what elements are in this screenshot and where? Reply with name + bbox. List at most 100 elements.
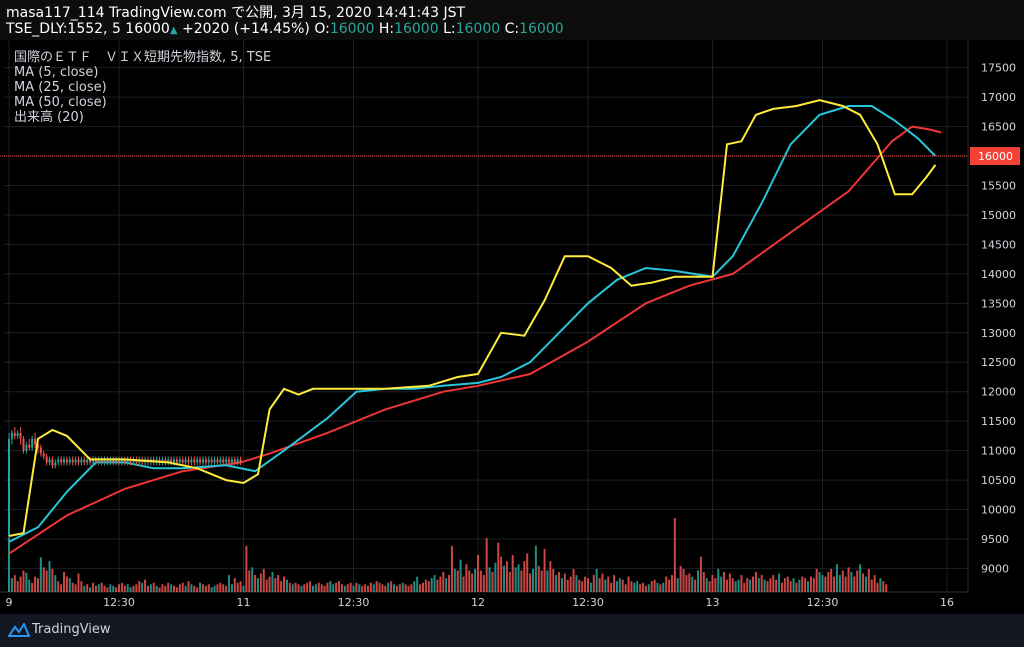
c-label: C: [504, 21, 520, 37]
volume-bar [413, 581, 416, 592]
volume-bar [294, 582, 297, 592]
volume-bar [259, 573, 262, 592]
volume-bar [459, 559, 462, 592]
volume-bar [549, 561, 552, 592]
candle-body [126, 459, 129, 463]
volume-bar [691, 576, 694, 592]
volume-bar [644, 585, 647, 592]
y-tick-label: 14500 [981, 238, 1016, 251]
candle-body [22, 438, 25, 451]
x-tick-label: 12:30 [572, 596, 604, 609]
volume-bar [610, 582, 613, 592]
l-label: L: [443, 21, 456, 37]
candle-body [167, 459, 170, 463]
volume-bar [25, 572, 28, 592]
volume-bar [572, 568, 575, 592]
volume-bar [864, 576, 867, 592]
x-tick-label: 12:30 [807, 596, 839, 609]
chart-area[interactable]: 16000 9000 9500 10000 10500 11000 11500 12000 1… [0, 40, 1024, 614]
volume-bar [384, 585, 387, 592]
y-tick-label: 13500 [981, 297, 1016, 310]
candle-body [199, 459, 202, 463]
volume-bar [450, 545, 453, 592]
volume-bar [338, 581, 341, 592]
volume-bar [251, 567, 254, 592]
volume-bar [581, 581, 584, 592]
volume-bar [537, 565, 540, 592]
volume-bar [71, 582, 74, 592]
volume-bar [68, 578, 71, 592]
volume-bar [662, 582, 665, 592]
volume-bar [685, 575, 688, 592]
volume-bar [503, 565, 506, 592]
last-price-line: 16000 [0, 147, 1020, 166]
candle-body [34, 438, 37, 445]
volume-bar [809, 576, 812, 592]
volume-bar [804, 578, 807, 592]
volume-bar [343, 585, 346, 592]
volume-bar [780, 582, 783, 592]
volume-bar [531, 568, 534, 592]
volume-bar [757, 578, 760, 592]
ma50-path [8, 125, 942, 555]
volume-bar [442, 571, 445, 592]
volume-bar [552, 568, 555, 592]
volume-bar [106, 587, 109, 592]
volume-bar [624, 584, 627, 592]
h-value: 16000 [394, 21, 439, 37]
volume-bar [775, 579, 778, 592]
candle-body [236, 459, 239, 463]
volume-bar [783, 578, 786, 592]
footer: TradingView [0, 614, 1024, 647]
volume-bar [587, 578, 589, 592]
candle-body [100, 459, 103, 463]
candle-body [19, 432, 22, 439]
volume-bar [126, 584, 129, 592]
volume-bar [882, 581, 885, 592]
volume-bar [821, 575, 824, 592]
volume-bar [320, 584, 323, 592]
candle-body [210, 459, 213, 463]
volume-bar [398, 584, 401, 592]
volume-bar [679, 565, 682, 592]
volume-bar [595, 568, 598, 592]
candle-body [36, 444, 39, 448]
volume-bar [213, 585, 216, 592]
volume-bar [410, 584, 413, 592]
volume-bar [607, 576, 610, 592]
volume-bar [723, 571, 726, 592]
volume-bar [80, 581, 83, 592]
volume-bar [42, 567, 45, 592]
volume-bar [705, 578, 708, 592]
candle-body [42, 453, 45, 457]
volume-bar [167, 582, 170, 592]
candle-body [216, 459, 219, 463]
volume-bar [801, 576, 804, 592]
volume-bar [752, 576, 755, 592]
ma5-line [8, 99, 937, 537]
volume-bar [711, 575, 714, 592]
volume-bar [876, 582, 879, 592]
volume-bar [688, 573, 691, 592]
candle-body [74, 459, 77, 463]
volume-bar [387, 582, 390, 592]
volume-bar [743, 582, 746, 592]
volume-bar [288, 582, 291, 592]
volume-bar [479, 570, 482, 592]
volume-bar [859, 564, 862, 592]
volume-bar [361, 585, 364, 592]
volume-bar [778, 573, 781, 592]
o-label: O: [314, 21, 330, 37]
volume-bar [563, 573, 566, 592]
volume-bar [242, 585, 245, 592]
volume-bar [280, 581, 283, 592]
volume-bar [659, 584, 662, 592]
volume-bar [508, 571, 511, 592]
volume-bar [569, 576, 572, 592]
volume-bar [65, 576, 68, 592]
volume-bar [746, 578, 749, 592]
volume-bar [216, 584, 219, 592]
volume-bar [228, 575, 231, 592]
volume-bar [401, 582, 404, 592]
volume-bar [630, 581, 633, 592]
